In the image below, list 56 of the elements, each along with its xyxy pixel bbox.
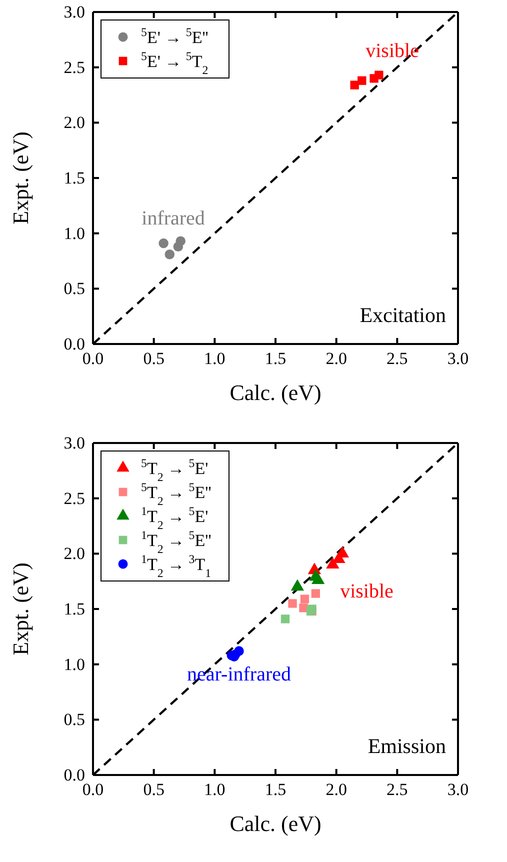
y-tick-label: 3.0 [64, 433, 85, 452]
point [164, 249, 175, 260]
point [234, 646, 244, 656]
y-tick-label: 0.5 [64, 279, 85, 298]
annotation: visible [366, 40, 420, 62]
point [326, 557, 340, 569]
y-axis-title: Expt. (eV) [8, 562, 33, 656]
y-tick-label: 1.0 [64, 654, 85, 674]
x-axis-title: Calc. (eV) [230, 811, 322, 836]
x-tick-label: 1.5 [264, 349, 286, 368]
point [308, 604, 316, 614]
y-tick-label: 0.0 [64, 334, 85, 354]
x-tick-label: 2.0 [326, 349, 347, 368]
y-tick-label: 2.0 [64, 113, 85, 132]
y-tick-label: 1.0 [64, 224, 85, 243]
x-axis-title: Calc. (eV) [230, 380, 322, 405]
x-tick-label: 3.0 [447, 349, 469, 368]
point [280, 614, 290, 624]
x-tick-label: 0.0 [82, 349, 104, 368]
y-axis-title: Expt. (eV) [8, 132, 33, 224]
x-tick-label: 0.0 [82, 780, 104, 800]
legend-label: $^{5}$E' → $^{5}$T$_{2}$ [141, 49, 208, 77]
y-tick-label: 1.5 [64, 168, 85, 188]
point [300, 594, 310, 604]
annotation: visible [340, 580, 394, 602]
point [350, 80, 359, 90]
legend-label: $^{5}$E' → $^{5}$E'' [141, 25, 208, 47]
x-tick-label: 3.0 [447, 780, 469, 800]
y-tick-label: 1.5 [64, 599, 85, 618]
x-tick-label: 0.5 [143, 780, 164, 800]
point [299, 604, 308, 612]
y-tick-label: 2.5 [64, 58, 85, 77]
point [311, 589, 320, 598]
x-tick-label: 1.0 [204, 349, 226, 368]
point [312, 572, 325, 584]
annotation: near-infrared [187, 663, 291, 686]
annotation: Excitation [360, 303, 446, 327]
x-tick-label: 2.0 [326, 780, 347, 800]
y-tick-label: 2.0 [64, 544, 85, 564]
x-tick-label: 0.5 [143, 349, 164, 368]
y-tick-label: 0.0 [64, 765, 85, 784]
y-tick-label: 3.0 [64, 2, 85, 22]
point [290, 579, 304, 591]
point [158, 238, 168, 248]
point [288, 599, 297, 608]
point [176, 236, 186, 246]
annotation: Emission [368, 734, 446, 758]
x-tick-label: 2.5 [386, 780, 408, 800]
x-tick-label: 1.5 [264, 780, 286, 800]
point [374, 70, 384, 80]
y-tick-label: 2.5 [64, 488, 85, 508]
point [358, 76, 366, 85]
y-tick-label: 0.5 [64, 710, 85, 730]
x-tick-label: 2.5 [386, 349, 408, 368]
x-tick-label: 1.0 [204, 780, 226, 800]
annotation: infrared [142, 207, 205, 230]
